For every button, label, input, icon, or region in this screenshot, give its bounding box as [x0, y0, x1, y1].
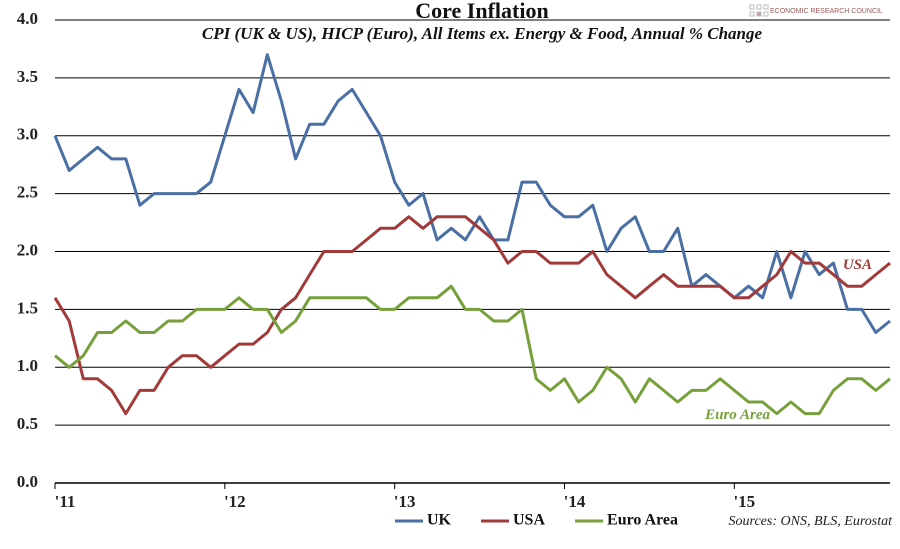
- y-tick-label: 3.0: [17, 125, 38, 144]
- y-tick-label: 0.5: [17, 414, 38, 433]
- chart-subtitle: CPI (UK & US), HICP (Euro), All Items ex…: [202, 24, 763, 43]
- y-tick-label: 2.5: [17, 183, 38, 202]
- series-line: [53, 215, 891, 416]
- legend-label: USA: [513, 512, 545, 529]
- y-tick-label: 0.0: [17, 472, 38, 491]
- y-tick-label: 2.0: [17, 240, 38, 259]
- y-tick-label: 3.5: [17, 67, 38, 86]
- y-tick-label: 1.5: [17, 298, 38, 317]
- x-tick-label: '13: [394, 492, 416, 511]
- line-annotation: USA: [843, 257, 872, 273]
- source-note: Sources: ONS, BLS, Eurostat: [729, 514, 894, 529]
- y-tick-label: 1.0: [17, 356, 38, 375]
- x-tick-label: '15: [733, 492, 755, 511]
- series-line: [54, 284, 891, 416]
- x-tick-label: '14: [564, 492, 586, 511]
- legend-label: UK: [427, 512, 452, 529]
- brand-name: ECONOMIC RESEARCH COUNCIL: [770, 8, 883, 15]
- chart-title: Core Inflation: [415, 0, 548, 23]
- line-annotation: Euro Area: [704, 407, 770, 423]
- series-line: [53, 53, 891, 334]
- y-tick-label: 4.0: [17, 9, 38, 28]
- x-tick-label: '12: [224, 492, 246, 511]
- x-tick-label: '11: [55, 492, 76, 511]
- legend-label: Euro Area: [607, 512, 678, 529]
- brand-logo: ECONOMIC RESEARCH COUNCIL: [749, 4, 883, 17]
